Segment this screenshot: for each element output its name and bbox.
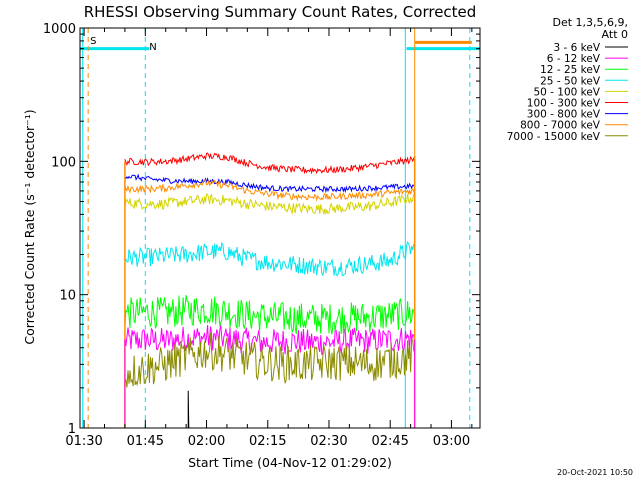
plot-frame: [79, 27, 481, 429]
legend-label-7: 800 - 7000 keV: [520, 120, 601, 132]
series-line-2: [124, 295, 416, 335]
y-axis-label: Corrected Count Rate (s⁻¹ detector⁻¹): [22, 109, 37, 344]
series-line-4: [124, 193, 416, 216]
legend-label-5: 100 - 300 keV: [527, 98, 601, 110]
x-tick-label-5: 02:45: [371, 434, 408, 449]
x-tick-label-0: 01:30: [65, 434, 102, 449]
series-line-6: [124, 173, 416, 194]
legend-label-6: 300 - 800 keV: [527, 109, 601, 121]
legend-label-0: 3 - 6 keV: [553, 42, 600, 54]
legend-label-4: 50 - 100 keV: [533, 86, 600, 98]
footer-timestamp: 20-Oct-2021 10:50: [557, 468, 633, 477]
legend-label-3: 25 - 50 keV: [540, 75, 601, 87]
chart-title: RHESSI Observing Summary Count Rates, Co…: [84, 3, 477, 21]
legend-header-line-1: Det 1,3,5,6,9,: [552, 16, 628, 29]
x-axis-label: Start Time (04-Nov-12 01:29:02): [188, 455, 392, 470]
axes: 1 10 100 1000 01:30 01:45 02:00 02:15 02:30 02:45…: [43, 22, 481, 449]
flag-label-s: S: [90, 36, 96, 47]
series-line-7: [124, 179, 416, 202]
flag-label-n: N: [149, 42, 156, 53]
series-line-0: [187, 390, 190, 429]
x-tick-label-3: 02:15: [249, 434, 286, 449]
legend-label-8: 7000 - 15000 keV: [507, 131, 601, 143]
legend-label-1: 6 - 12 keV: [547, 53, 601, 65]
y-tick-label-1: 10: [59, 289, 76, 304]
x-tick-label-1: 01:45: [127, 434, 164, 449]
x-tick-label-4: 02:30: [310, 434, 347, 449]
series-line-5: [124, 152, 416, 175]
series-line-8: [124, 332, 416, 388]
series-line-3: [124, 240, 416, 277]
y-tick-label-2: 100: [51, 155, 76, 170]
plot-area: SN: [80, 28, 480, 429]
y-tick-label-3: 1000: [43, 22, 76, 37]
y-tick-label-0: 1: [68, 422, 76, 437]
legend-header-line-2: Att 0: [602, 28, 628, 41]
x-tick-label-2: 02:00: [188, 434, 225, 449]
x-tick-label-6: 03:00: [433, 434, 470, 449]
legend-label-2: 12 - 25 keV: [540, 64, 601, 76]
